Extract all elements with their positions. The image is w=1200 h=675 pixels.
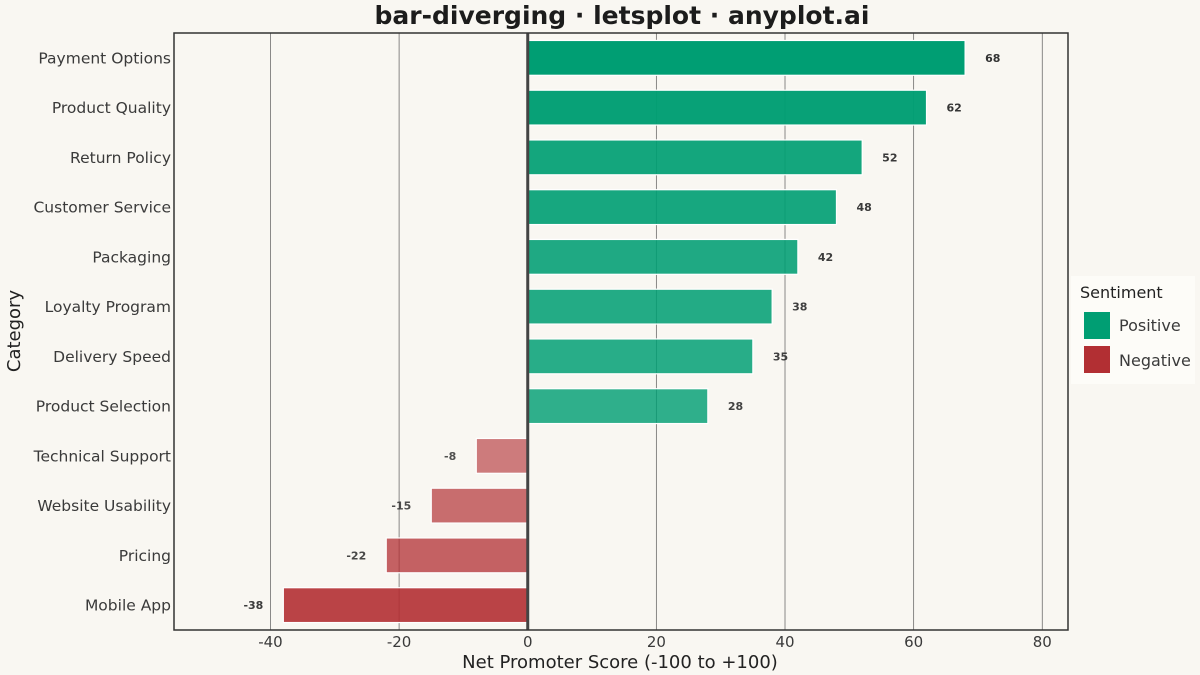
bar-loyalty-program bbox=[527, 288, 773, 325]
grid-lines bbox=[270, 33, 1043, 630]
category-label-loyalty-program: Loyalty Program bbox=[45, 298, 171, 316]
x-tick-label: 60 bbox=[904, 633, 923, 651]
bars bbox=[282, 39, 966, 624]
bar-delivery-speed bbox=[527, 338, 754, 375]
category-label-return-policy: Return Policy bbox=[70, 149, 171, 167]
data-label-payment-options: 68 bbox=[985, 52, 1000, 65]
category-label-pricing: Pricing bbox=[119, 547, 171, 565]
legend-label-negative: Negative bbox=[1119, 351, 1191, 370]
x-tick-labels: -40 -20 0 20 40 60 80 bbox=[258, 633, 1052, 651]
legend: Sentiment Positive Negative bbox=[1071, 276, 1195, 384]
bar-technical-support bbox=[475, 437, 529, 474]
category-label-technical-support: Technical Support bbox=[33, 447, 171, 465]
x-tick-label: -20 bbox=[387, 633, 412, 651]
bar-payment-options bbox=[527, 39, 966, 76]
data-label-return-policy: 52 bbox=[882, 151, 897, 164]
bar-mobile-app bbox=[282, 587, 529, 624]
x-tick-label: 20 bbox=[647, 633, 666, 651]
bar-customer-service bbox=[527, 189, 838, 226]
y-axis-title: Category bbox=[4, 290, 25, 373]
category-label-packaging: Packaging bbox=[92, 248, 171, 266]
data-label-customer-service: 48 bbox=[856, 201, 871, 214]
frame-layer bbox=[173, 32, 1069, 631]
data-label-loyalty-program: 38 bbox=[792, 301, 807, 314]
data-label-packaging: 42 bbox=[818, 251, 833, 264]
data-label-delivery-speed: 35 bbox=[773, 350, 788, 363]
x-tick-label: 40 bbox=[775, 633, 794, 651]
legend-swatch-negative bbox=[1084, 346, 1110, 373]
data-label-website-usability: -15 bbox=[391, 500, 411, 513]
bar-packaging bbox=[527, 238, 799, 275]
category-label-customer-service: Customer Service bbox=[33, 199, 171, 217]
legend-swatch-positive bbox=[1084, 312, 1110, 339]
category-label-delivery-speed: Delivery Speed bbox=[53, 348, 171, 366]
legend-title: Sentiment bbox=[1080, 283, 1163, 302]
category-labels: Payment Options Product Quality Return Pol… bbox=[33, 49, 171, 614]
bar-website-usability bbox=[430, 487, 529, 524]
bar-product-quality bbox=[527, 89, 928, 126]
data-labels: 68 62 52 48 42 38 35 28 -8 -15 -22 -38 bbox=[243, 52, 1000, 612]
category-label-mobile-app: Mobile App bbox=[85, 597, 171, 615]
bar-return-policy bbox=[527, 139, 863, 176]
data-label-product-selection: 28 bbox=[728, 400, 743, 413]
x-tick-label: -40 bbox=[258, 633, 283, 651]
bar-product-selection bbox=[527, 388, 709, 425]
data-label-product-quality: 62 bbox=[947, 102, 962, 115]
category-label-website-usability: Website Usability bbox=[37, 497, 171, 515]
x-axis-title: Net Promoter Score (-100 to +100) bbox=[462, 652, 778, 673]
bar-pricing bbox=[385, 537, 529, 574]
legend-label-positive: Positive bbox=[1119, 316, 1181, 335]
plot-border bbox=[173, 32, 1069, 631]
category-label-payment-options: Payment Options bbox=[38, 49, 171, 67]
x-tick-label: 0 bbox=[523, 633, 533, 651]
data-label-mobile-app: -38 bbox=[243, 599, 263, 612]
chart-title: bar-diverging · letsplot · anyplot.ai bbox=[375, 1, 870, 30]
category-label-product-quality: Product Quality bbox=[52, 99, 171, 117]
category-label-product-selection: Product Selection bbox=[36, 398, 171, 416]
x-tick-label: 80 bbox=[1033, 633, 1052, 651]
data-label-technical-support: -8 bbox=[444, 450, 456, 463]
data-label-pricing: -22 bbox=[346, 549, 366, 562]
